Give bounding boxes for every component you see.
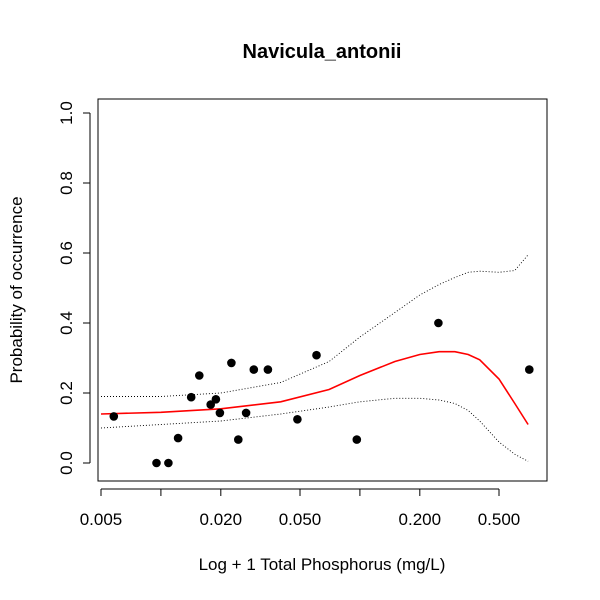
y-axis-label: Probability of occurrence [7, 196, 26, 383]
x-tick-label: 0.005 [80, 510, 123, 529]
data-point [241, 408, 251, 418]
data-point [164, 458, 173, 468]
y-tick-label: 0.0 [57, 451, 76, 475]
data-point [173, 433, 183, 443]
data-point [206, 400, 215, 409]
x-tick-label: 0.200 [399, 510, 442, 529]
x-axis: 0.005 0.020 0.050 0.200 0.500 [80, 488, 521, 529]
data-point [525, 365, 534, 374]
x-tick-label: 0.500 [478, 510, 521, 529]
plot-frame [97, 98, 548, 482]
x-tick-label: 0.050 [279, 510, 322, 529]
data-point [352, 435, 362, 444]
confidence-band [100, 254, 529, 462]
y-axis: 0.0 0.2 0.4 0.6 0.8 1.0 [57, 101, 91, 475]
data-point [263, 365, 273, 374]
data-point [186, 392, 196, 402]
chart-title: Navicula_antonii [243, 41, 402, 63]
x-axis-label: Log + 1 Total Phosphorus (mg/L) [199, 555, 446, 574]
y-tick-label: 0.4 [57, 311, 76, 335]
y-tick-label: 0.8 [57, 171, 76, 195]
data-point [109, 412, 119, 421]
data-point [195, 371, 204, 380]
data-point [227, 358, 236, 368]
data-point [312, 350, 321, 360]
lower-band-line [100, 397, 529, 462]
data-point [215, 408, 225, 418]
x-tick-label: 0.020 [200, 510, 243, 529]
fit-curve [100, 350, 529, 425]
data-point [211, 395, 221, 404]
data-point [293, 415, 302, 424]
data-points [109, 318, 534, 468]
upper-band-line [101, 254, 529, 397]
y-tick-label: 0.2 [57, 381, 76, 405]
y-tick-label: 1.0 [57, 101, 76, 125]
fit-line [100, 350, 529, 425]
data-point [234, 435, 243, 444]
data-point [249, 365, 259, 374]
y-tick-label: 0.6 [57, 241, 76, 265]
data-point [434, 318, 443, 328]
data-point [152, 458, 161, 468]
